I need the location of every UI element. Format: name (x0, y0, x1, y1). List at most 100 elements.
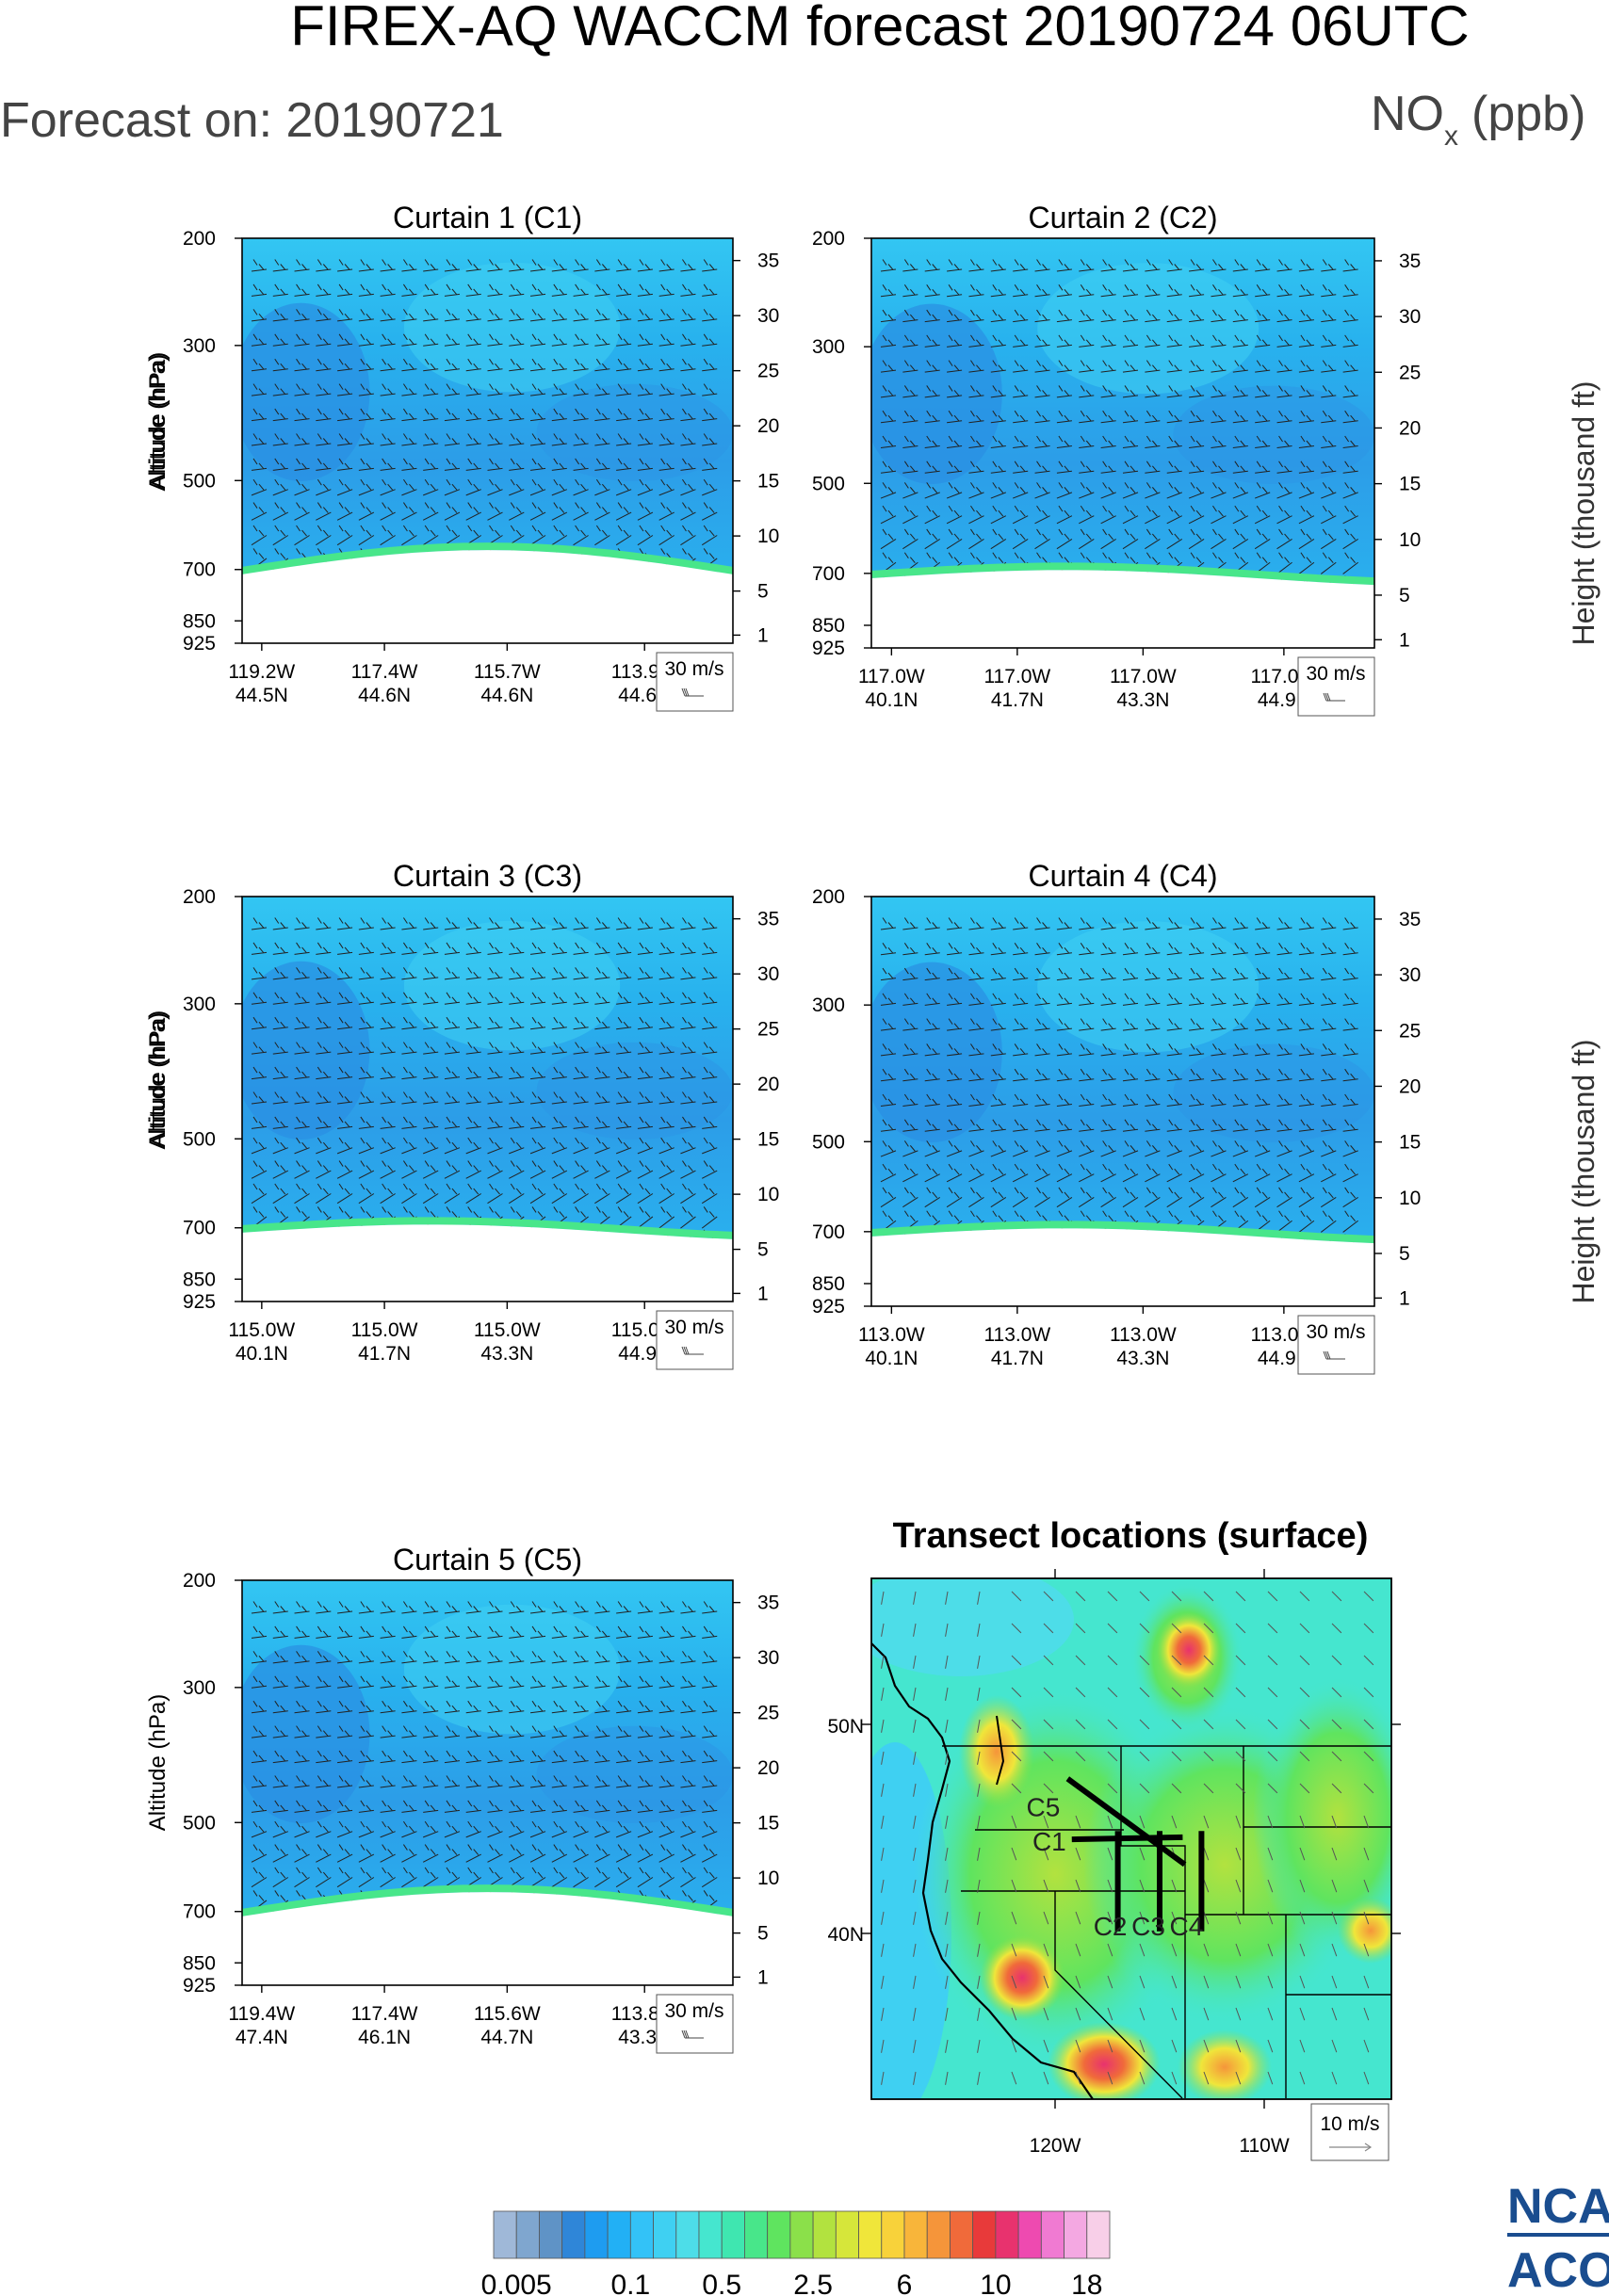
wind-barb (1321, 1163, 1337, 1183)
wind-barb (529, 478, 546, 496)
wind-barb (594, 458, 610, 471)
wind-barb (272, 917, 288, 930)
wind-barb (902, 309, 918, 323)
wind-barb (1166, 461, 1182, 474)
wind-barb (616, 1042, 632, 1055)
wind-barb (1056, 967, 1072, 981)
wind-barb (336, 1137, 353, 1155)
map-wind-vector (1043, 2071, 1049, 2085)
wind-barb (465, 1016, 481, 1030)
wind-barb (658, 1091, 674, 1105)
wind-barb (401, 283, 417, 297)
map-wind-vector (1107, 2071, 1113, 2085)
wind-barb (1232, 505, 1249, 525)
wind-barb (1056, 505, 1073, 525)
map-lat-tick-40n: 40N (827, 1924, 864, 1946)
map-wind-vector (1267, 1911, 1274, 1925)
wind-barb (529, 283, 546, 297)
wind-barb (251, 1800, 268, 1813)
wind-barb (702, 1750, 718, 1764)
wind-barb (880, 385, 897, 398)
map-wind-vector (1075, 1815, 1081, 1829)
map-wind-vector (913, 2071, 917, 2085)
height-tick-label: 35 (757, 251, 779, 272)
wind-barb (1298, 259, 1314, 272)
height-tick-label: 30 (1399, 306, 1421, 328)
map-wind-vector (1075, 1655, 1086, 1666)
wind-barb (444, 942, 461, 955)
wind-barb (380, 1183, 396, 1205)
map-wind-vector (1043, 1911, 1049, 1925)
wind-barb (1145, 1093, 1161, 1107)
wind-barb (594, 283, 610, 297)
map-wind-vector (1299, 1591, 1310, 1602)
wind-barb (637, 1160, 654, 1179)
map-wind-vector (945, 1719, 949, 1733)
wind-barb (880, 1068, 897, 1082)
wind-barb (1056, 1018, 1072, 1031)
wind-barb (658, 1183, 674, 1205)
x-tick-lon: 117.0W (858, 666, 925, 687)
wind-barb (1079, 284, 1095, 298)
map-frame (870, 1577, 1392, 2100)
wind-barb (423, 433, 439, 446)
map-wind-vector (881, 1815, 885, 1829)
colorbar-swatch (767, 2210, 791, 2259)
wind-barb (680, 1775, 696, 1788)
wind-barb (251, 383, 268, 396)
pressure-tick-label: 700 (183, 559, 216, 581)
wind-barb (423, 478, 439, 496)
transect-map-panel: Transect locations (surface) (827, 1516, 1401, 2161)
wind-barb (551, 967, 567, 980)
map-wind-vector (913, 2039, 917, 2053)
map-wind-vector (1331, 2007, 1338, 2021)
wind-barb (358, 502, 375, 521)
wind-barb (336, 1160, 353, 1179)
wind-barb (423, 942, 439, 955)
wind-barb (529, 502, 546, 521)
wind-barb (465, 1042, 481, 1055)
wind-barb (1122, 461, 1139, 474)
wind-barb (1342, 1093, 1358, 1107)
wind-barb (594, 1675, 610, 1689)
wind-barb (401, 408, 417, 422)
colorbar-swatch (881, 2210, 905, 2259)
wind-barb (316, 358, 332, 372)
wind-barb (272, 502, 289, 521)
wind-barb (947, 967, 963, 981)
map-wind-vector (1299, 1655, 1310, 1666)
wind-barb (337, 333, 353, 347)
wind-barb (1321, 993, 1337, 1006)
wind-barb (1122, 284, 1139, 298)
map-wind-vector (1011, 2071, 1017, 2085)
curtain-low-region (1173, 1043, 1374, 1143)
height-tick-label: 10 (757, 1184, 779, 1205)
map-wind-vector (913, 1815, 917, 1829)
wind-barb (702, 458, 718, 471)
wind-barb (551, 1116, 567, 1129)
wind-barb (358, 1042, 374, 1055)
wind-barb (1298, 1043, 1314, 1057)
wind-barb (487, 478, 503, 496)
map-wind-vector (881, 1751, 885, 1765)
wind-barb (380, 383, 396, 396)
wind-barb (1276, 1210, 1292, 1233)
colorbar-swatch (539, 2210, 563, 2259)
wind-barb (487, 1750, 503, 1764)
wind-barb (529, 1820, 546, 1838)
wind-barb (924, 259, 940, 272)
wind-barb (1232, 1140, 1249, 1157)
wind-barb (337, 1016, 353, 1030)
map-wind-vector (1235, 1943, 1242, 1957)
wind-barb (294, 967, 310, 980)
height-tick-label: 1 (757, 624, 769, 646)
wind-barb (509, 1675, 525, 1689)
wind-barb (401, 259, 417, 272)
wind-barb (422, 1160, 439, 1179)
wind-barb (1122, 917, 1139, 930)
wind-barb (251, 1116, 268, 1129)
map-wind-vector (945, 1815, 949, 1829)
wind-barb (380, 1625, 396, 1639)
wind-barb (487, 917, 503, 930)
wind-barb (1321, 482, 1337, 499)
